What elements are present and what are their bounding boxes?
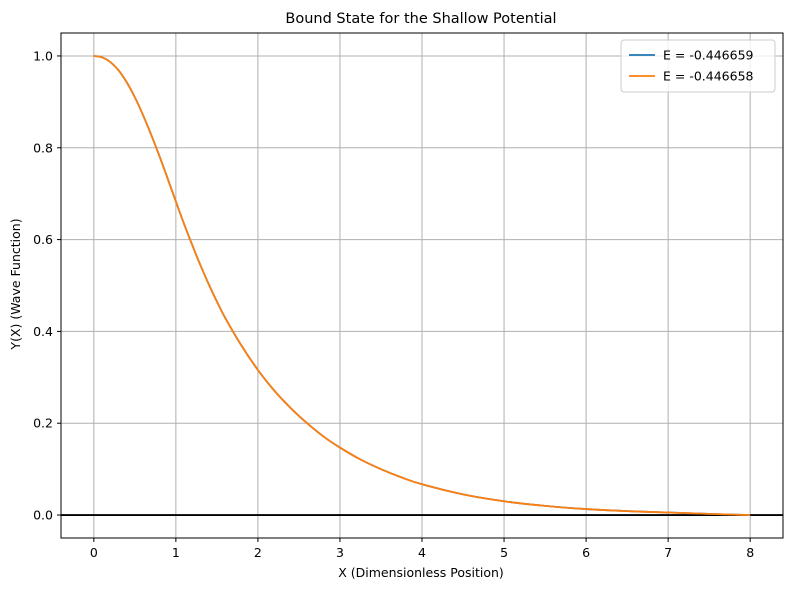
x-tick-label: 6 — [582, 545, 590, 560]
x-tick-label: 8 — [746, 545, 754, 560]
y-tick-label: 0.6 — [33, 232, 53, 247]
y-axis-label: Y(X) (Wave Function) — [8, 218, 23, 350]
chart-title: Bound State for the Shallow Potential — [285, 11, 556, 27]
series-line-2 — [93, 55, 751, 516]
legend-label-1: E = -0.446659 — [663, 48, 754, 63]
y-tick-label: 0.4 — [33, 324, 53, 339]
legend-box — [620, 39, 776, 93]
legend-label-2: E = -0.446658 — [663, 69, 754, 84]
x-tick-label: 1 — [172, 545, 180, 560]
x-axis-label: X (Dimensionless Position) — [338, 565, 504, 580]
y-tick-label: 0.0 — [33, 508, 53, 523]
x-tick-label: 5 — [500, 545, 508, 560]
y-tick-label: 0.8 — [33, 140, 53, 155]
y-tick-label: 0.2 — [33, 416, 53, 431]
x-tick-label: 4 — [418, 545, 426, 560]
y-tick-label: 1.0 — [33, 48, 53, 63]
axis-ticks: 0 1 2 3 4 5 6 7 8 0.0 0.2 0.4 0.6 0.8 1.0 — [33, 48, 754, 560]
x-tick-label: 0 — [90, 545, 98, 560]
series-lines — [93, 55, 751, 516]
x-tick-label: 2 — [254, 545, 262, 560]
x-tick-label: 7 — [664, 545, 672, 560]
grid — [61, 33, 783, 538]
legend: E = -0.446659 E = -0.446658 — [620, 39, 776, 93]
x-tick-label: 3 — [336, 545, 344, 560]
